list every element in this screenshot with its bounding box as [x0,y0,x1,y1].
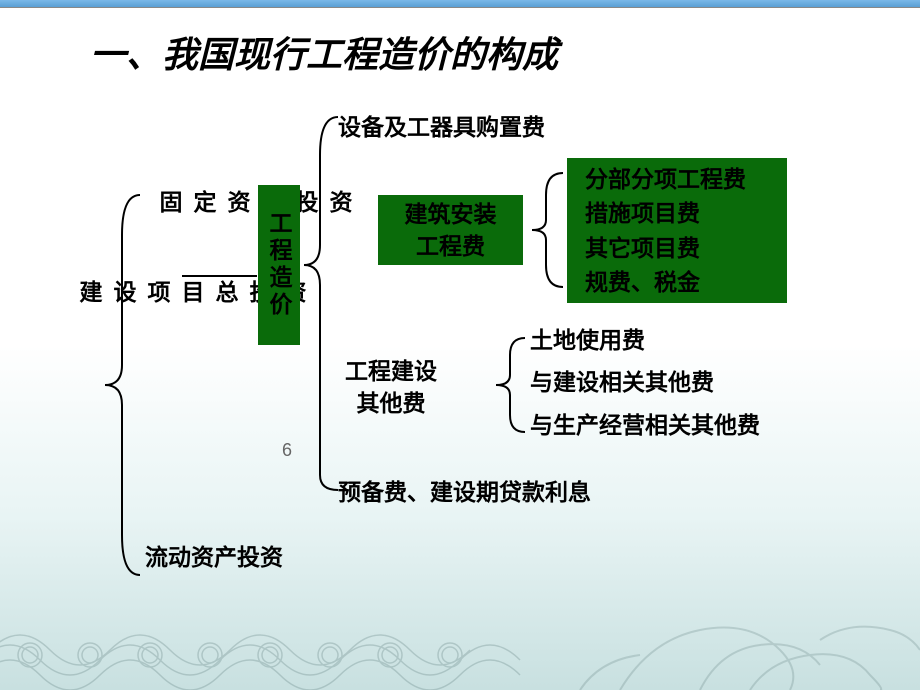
wave-decoration [0,600,920,690]
brace-3 [528,165,568,295]
sub-item-2: 措施项目费 [585,196,700,231]
sub-items-box: 分部分项工程费 措施项目费 其它项目费 规费、税金 [567,158,787,303]
other-cost-line: 工程建设 其他费 [345,355,437,419]
sub-item-3: 其它项目费 [585,231,700,266]
construction-install-box: 建筑安装 工程费 [378,195,523,265]
construction-install-text: 建筑安装 工程费 [405,198,497,262]
reserve-cost-label: 预备费、建设期贷款利息 [338,475,591,510]
equipment-cost-label: 设备及工器具购置费 [338,110,545,145]
page-number: 6 [282,440,292,461]
other-construction-cost-label: 工程建设 其他费 [345,355,437,419]
engineering-cost-box: 工程造价 [258,185,300,345]
brace-1 [100,185,145,585]
sub-item-4: 规费、税金 [585,265,700,300]
window-title-bar [0,0,920,8]
production-related-label: 与生产经营相关其他费 [530,408,760,443]
slide-title: 一、我国现行工程造价的构成 [90,26,920,78]
construction-related-label: 与建设相关其他费 [530,365,714,400]
liquid-assets-label: 流动资产投资 [145,540,283,575]
brace-4 [492,330,532,440]
sub-item-1: 分部分项工程费 [585,162,746,197]
brace-2 [300,105,345,505]
connector-line [182,275,257,277]
land-use-label: 土地使用费 [530,323,645,358]
